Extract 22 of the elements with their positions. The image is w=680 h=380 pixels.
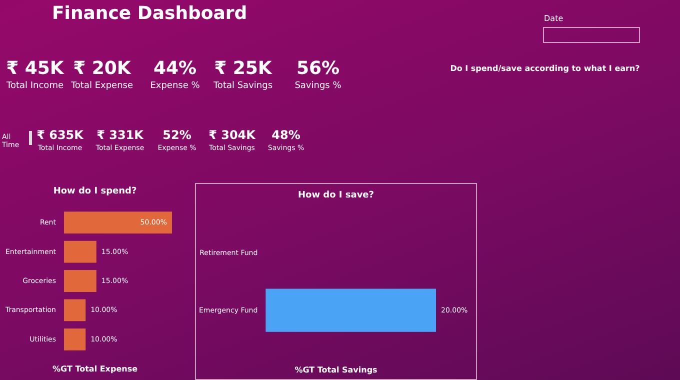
text: Expense % [150,81,200,91]
text: ₹ 45K [6,58,64,79]
text: 56% [296,58,340,79]
text: Date [544,14,564,23]
text: ₹ 635K [36,128,84,142]
text: Total Savings [213,81,273,91]
text: Do I spend/save according to what I earn? [449,64,641,73]
text: 48% [272,128,300,142]
chart-title: How do I save? [298,190,374,200]
text: Savings % [294,81,342,91]
chart-title: How do I spend? [53,186,137,196]
x-axis-title: %GT Total Savings [294,366,378,374]
text: Total Income [6,81,64,91]
text: 44% [153,58,197,79]
x-axis-title: %GT Total Expense [52,364,138,374]
text: ₹ 331K [96,128,144,142]
text: Total Expense [70,81,134,91]
text: Finance Dashboard [52,3,248,24]
text: ₹ 20K [73,58,131,79]
text: ₹ 25K [214,58,272,79]
text: 52% [162,128,192,142]
text: ₹ 304K [208,128,256,142]
